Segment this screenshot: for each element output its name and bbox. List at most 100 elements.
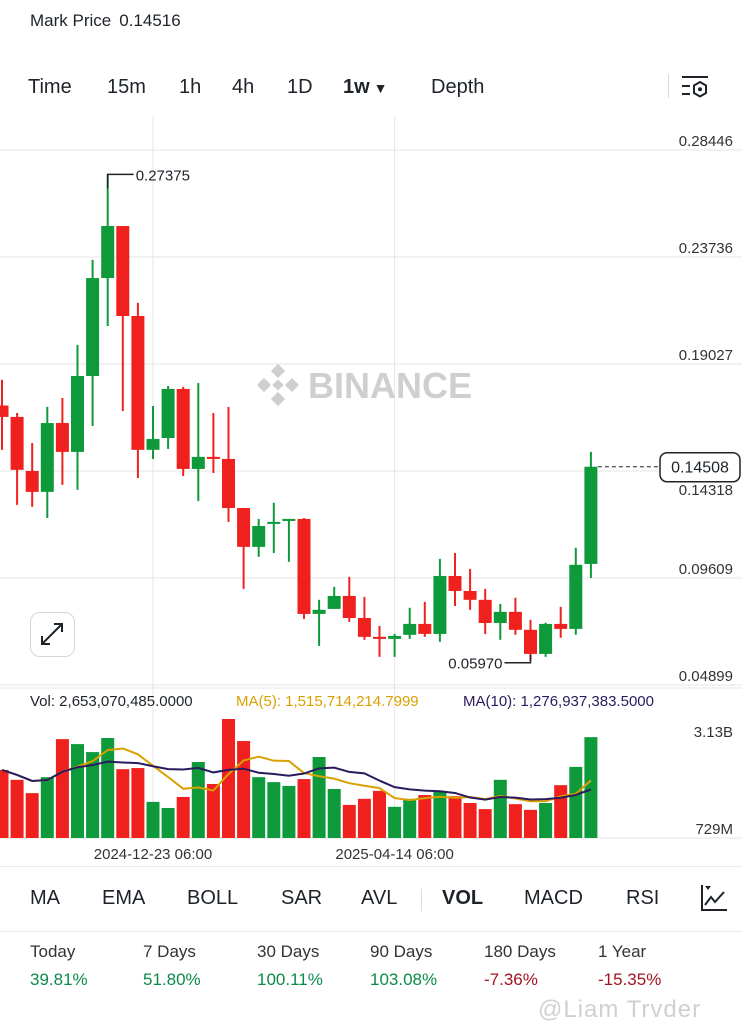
candle <box>131 302 145 479</box>
indicator-vol[interactable]: VOL <box>442 887 484 909</box>
indicator-bar: MA EMA BOLL SAR AVL VOL MACD RSI <box>0 866 742 932</box>
expand-icon <box>41 623 63 645</box>
stat-item[interactable]: Today 39.81% <box>30 942 88 990</box>
volume-bar <box>448 796 462 838</box>
candle-body <box>252 525 266 547</box>
volume-bar <box>539 803 553 838</box>
candle-body <box>176 388 190 469</box>
indicator-rsi[interactable]: RSI <box>626 887 660 909</box>
volume-bar <box>71 744 84 838</box>
indicator-sar[interactable]: SAR <box>281 887 323 909</box>
stat-item[interactable]: 1 Year -15.35% <box>598 942 661 990</box>
footer-watermark: @Liam Trvder <box>538 996 702 1023</box>
indicator-avl[interactable]: AVL <box>361 887 398 909</box>
candle <box>297 518 311 619</box>
high-price-label: 0.27375 <box>136 167 190 184</box>
binance-watermark: BINANCE <box>256 363 472 407</box>
candle <box>539 622 553 657</box>
candle-body <box>524 629 537 654</box>
chart-settings-icon[interactable] <box>680 74 710 100</box>
stat-value: 39.81% <box>30 970 88 989</box>
stat-item[interactable]: 90 Days 103.08% <box>370 942 437 990</box>
candle <box>327 586 341 609</box>
indicator-chart-icon[interactable] <box>700 884 728 912</box>
stat-label: Today <box>30 942 76 961</box>
stat-item[interactable]: 7 Days 51.80% <box>143 942 201 990</box>
candle <box>146 405 160 459</box>
timeframe-label: 1D <box>287 76 313 98</box>
indicator-ma[interactable]: MA <box>30 887 60 909</box>
candle <box>176 386 190 476</box>
candle <box>463 568 477 610</box>
volume-bar <box>116 769 130 838</box>
timeframe-1h[interactable]: 1h <box>179 76 201 99</box>
candle-body <box>478 599 492 623</box>
mark-price-value: 0.14516 <box>119 11 181 30</box>
timeframe-15m[interactable]: 15m <box>107 76 146 99</box>
candle-body <box>101 226 115 279</box>
candle-body <box>373 636 386 639</box>
kline-chart[interactable]: 0.28446 0.23736 0.19027 0.14318 0.09609 0.048… <box>0 116 742 866</box>
candle <box>282 518 296 562</box>
timeframe-depth[interactable]: Depth <box>431 76 484 99</box>
timeframe-4h[interactable]: 4h <box>232 76 254 99</box>
legend-ma10: MA(10): 1,276,937,383.5000 <box>463 693 654 710</box>
stat-value: 51.80% <box>143 970 201 989</box>
candle <box>191 383 205 501</box>
timeframe-1w[interactable]: 1w ▼ <box>343 76 387 99</box>
candle-body <box>146 438 160 450</box>
stat-label: 7 Days <box>143 942 196 961</box>
date-axis-label: 2024-12-23 06:00 <box>94 846 212 863</box>
stat-value: 103.08% <box>370 970 438 989</box>
candle-body <box>25 470 39 492</box>
stat-label: 30 Days <box>257 942 320 961</box>
stat-item[interactable]: 180 Days -7.36% <box>484 942 556 990</box>
candle-body <box>237 508 251 547</box>
volume-bar <box>327 788 341 838</box>
price-axis-label: 0.04899 <box>679 668 733 685</box>
candle-body <box>0 405 9 417</box>
indicator-ema[interactable]: EMA <box>102 887 146 909</box>
volume-bar <box>342 804 356 838</box>
indicator-macd[interactable]: MACD <box>524 887 583 909</box>
stat-value: -15.35% <box>598 970 662 989</box>
volume-bar <box>463 803 477 838</box>
volume-bar <box>161 807 175 838</box>
timeframe-label: Depth <box>431 76 485 98</box>
candle-body <box>312 609 326 614</box>
candle <box>40 406 54 519</box>
candle <box>312 599 326 646</box>
divider <box>421 889 422 911</box>
volume-bar <box>584 737 598 838</box>
candle-body <box>463 590 477 600</box>
candle <box>252 518 266 557</box>
candle-body <box>554 623 568 629</box>
volume-bar <box>433 791 447 838</box>
svg-text:BINANCE: BINANCE <box>308 365 472 406</box>
volume-bar <box>493 779 507 838</box>
candle <box>116 226 130 411</box>
candle <box>373 625 386 657</box>
candle <box>0 379 9 450</box>
candle <box>342 576 356 622</box>
volume-bar <box>0 769 9 838</box>
indicator-boll[interactable]: BOLL <box>187 887 239 909</box>
expand-button[interactable] <box>30 612 75 657</box>
candle-body <box>86 278 100 376</box>
candle-body <box>433 575 447 634</box>
candle <box>267 502 281 554</box>
legend-ma5: MA(5): 1,515,714,214.7999 <box>236 693 419 710</box>
volume-bar <box>10 779 24 838</box>
price-axis-label: 0.19027 <box>679 347 733 364</box>
mark-price-label: Mark Price <box>30 11 112 30</box>
candle <box>161 385 175 449</box>
volume-bar <box>25 793 39 838</box>
timeframe-1d[interactable]: 1D <box>287 76 313 99</box>
candle-body <box>539 623 553 654</box>
timeframe-time[interactable]: Time <box>28 76 72 99</box>
candle <box>524 619 537 661</box>
volume-bar <box>357 798 371 838</box>
volume-bar <box>176 796 190 838</box>
stat-item[interactable]: 30 Days 100.11% <box>257 942 323 990</box>
candle <box>101 174 115 327</box>
